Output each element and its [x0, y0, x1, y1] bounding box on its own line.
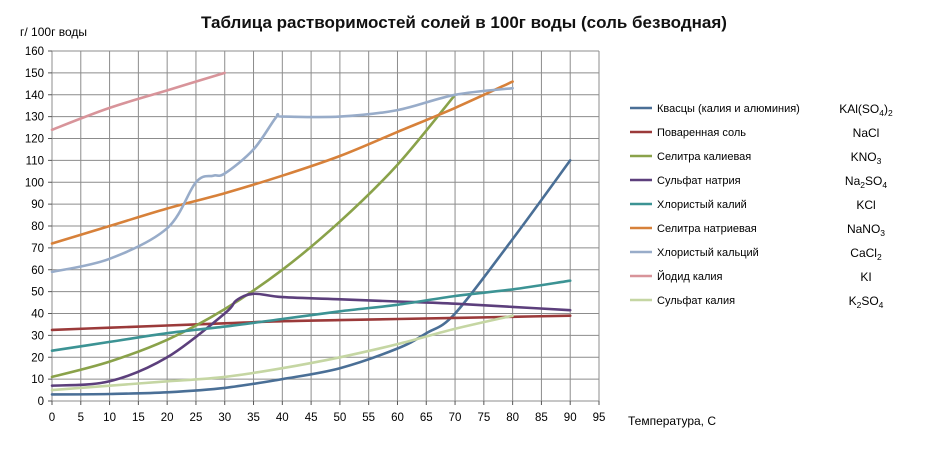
y-tick-label: 120: [25, 134, 44, 146]
legend-formula: K2​SO4​: [849, 294, 884, 310]
y-tick-label: 160: [25, 46, 44, 58]
x-tick-label: 60: [391, 412, 404, 424]
series-line-4: [50, 292, 572, 387]
y-tick-label: 30: [31, 330, 44, 342]
y-tick-label: 70: [31, 243, 44, 255]
legend-formula: KI: [860, 270, 871, 284]
y-tick-label: 150: [25, 68, 44, 80]
legend-formula: CaCl2​: [850, 246, 882, 262]
chart-title: Таблица растворимостей солей в 100г воды…: [201, 13, 727, 32]
legend-formula: KCl: [856, 198, 875, 212]
series-line-1: [50, 159, 572, 396]
x-tick-label: 50: [333, 412, 346, 424]
legend-entry-label: Селитра калиевая: [657, 151, 751, 163]
series-lines: [50, 71, 572, 396]
series-line-6: [50, 80, 514, 245]
x-tick-label: 45: [305, 412, 318, 424]
x-tick-label: 55: [362, 412, 375, 424]
series-line-8: [50, 71, 226, 132]
legend-formula: KAl(SO4​)2​: [839, 102, 893, 118]
x-tick-label: 80: [506, 412, 519, 424]
legend-formula: NaNO3​: [847, 222, 885, 238]
x-tick-label: 40: [276, 412, 289, 424]
y-tick-label: 50: [31, 287, 44, 299]
y-tick-label: 130: [25, 112, 44, 124]
x-tick-label: 65: [420, 412, 433, 424]
plot-grid: [51, 50, 600, 402]
x-tick-label: 35: [247, 412, 260, 424]
series-line-2: [50, 314, 572, 332]
x-axis-ticks: 0 5 10 15 20 25 30 35 40 45 50 55 60 65 70 75 80 85 90 95: [49, 401, 606, 424]
chart-legend: Квасцы (калия и алюминия) KAl(SO4​)2​ Пова…: [630, 102, 893, 310]
x-tick-label: 30: [218, 412, 231, 424]
x-tick-label: 85: [535, 412, 548, 424]
legend-formula: NaCl: [853, 126, 880, 140]
series-line-3: [50, 93, 457, 379]
x-tick-label: 90: [564, 412, 577, 424]
x-tick-label: 10: [103, 412, 116, 424]
legend-entry-label: Йодид калия: [657, 270, 723, 283]
x-tick-label: 95: [593, 412, 606, 424]
y-tick-label: 140: [25, 90, 44, 102]
y-tick-label: 40: [31, 309, 44, 321]
series-line-9: [50, 314, 514, 392]
legend-entry-label: Хлористый калий: [657, 199, 747, 211]
legend-entry-label: Сульфат натрия: [657, 175, 741, 187]
x-tick-label: 20: [161, 412, 174, 424]
x-tick-label: 5: [78, 412, 84, 424]
y-tick-label: 10: [31, 374, 44, 386]
legend-entry-label: Хлористый кальций: [657, 247, 759, 259]
legend-formula: Na2​SO4​: [845, 174, 887, 190]
y-axis-label: г/ 100г воды: [20, 25, 87, 39]
x-tick-label: 70: [449, 412, 462, 424]
series-line-5: [50, 279, 572, 352]
legend-entry-label: Поваренная соль: [657, 127, 746, 139]
y-tick-label: 20: [31, 352, 44, 364]
x-tick-label: 75: [477, 412, 490, 424]
x-tick-label: 0: [49, 412, 55, 424]
legend-formula: KNO3​: [851, 150, 882, 166]
legend-entry-label: Селитра натриевая: [657, 223, 757, 235]
y-tick-label: 60: [31, 265, 44, 277]
x-axis-label: Температура, С: [628, 414, 716, 428]
y-tick-label: 100: [25, 177, 44, 189]
legend-entry-label: Квасцы (калия и алюминия): [657, 103, 800, 115]
y-axis-ticks: 0 10 20 30 40 50 60 70 80 90 100 110 120 130 140 150 160: [25, 46, 52, 408]
y-tick-label: 110: [26, 155, 44, 167]
y-tick-label: 90: [31, 199, 44, 211]
x-tick-label: 15: [132, 412, 145, 424]
y-tick-label: 80: [31, 221, 44, 233]
x-tick-label: 25: [190, 412, 203, 424]
legend-entry-label: Сульфат калия: [657, 295, 735, 307]
series-line-7: [50, 86, 514, 274]
y-tick-label: 0: [38, 396, 44, 408]
